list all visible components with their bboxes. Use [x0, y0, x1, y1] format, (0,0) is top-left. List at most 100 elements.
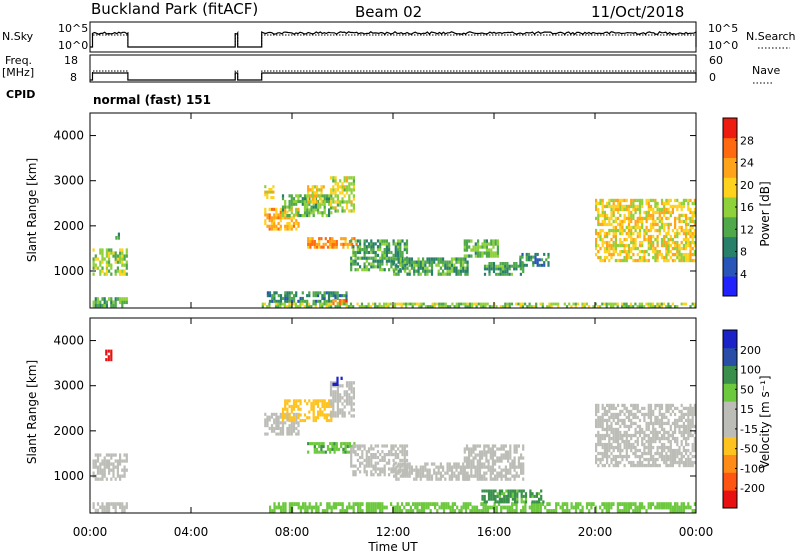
echo-cell [345, 200, 349, 204]
echo-cell [336, 390, 339, 394]
echo-cell [348, 185, 351, 189]
echo-cell [343, 414, 346, 418]
echo-cell [277, 432, 280, 436]
echo-cell [420, 502, 423, 506]
echo-cell [379, 248, 382, 252]
echo-cell [401, 509, 404, 513]
echo-cell [121, 297, 124, 301]
echo-cell [288, 224, 291, 228]
echo-cell [436, 502, 439, 506]
echo-cell [372, 242, 375, 246]
echo-cell [268, 187, 271, 191]
echo-cell [332, 408, 335, 412]
echo-cell [513, 509, 516, 513]
echo-cell [612, 463, 615, 468]
echo-cell [295, 202, 298, 206]
echo-cell [649, 463, 653, 468]
echo-cell [455, 474, 458, 478]
echo-cell [483, 447, 486, 451]
echo-cell [478, 462, 482, 466]
echo-cell [325, 299, 328, 303]
echo-cell [388, 248, 391, 252]
echo-cell [302, 502, 305, 506]
echo-cell [606, 249, 609, 254]
echo-cell [687, 409, 690, 414]
echo-cell [332, 502, 335, 506]
echo-cell [304, 502, 307, 506]
echo-cell [693, 240, 696, 245]
echo-cell [483, 264, 487, 268]
echo-cell [311, 200, 314, 204]
echo-cell [348, 502, 351, 506]
echo-cell [623, 412, 626, 417]
echo-cell [539, 502, 542, 506]
echo-cell [597, 415, 600, 420]
echo-cell [336, 414, 339, 418]
echo-cell [693, 219, 696, 224]
echo-cell [667, 231, 670, 236]
echo-cell [665, 231, 668, 236]
echo-cell [365, 259, 368, 263]
echo-cell [105, 358, 108, 362]
echo-cell [608, 198, 611, 203]
echo-cell [689, 427, 692, 432]
echo-cell [94, 465, 97, 469]
echo-cell [422, 257, 425, 261]
echo-cell [105, 349, 108, 353]
echo-cell [408, 474, 411, 478]
echo-cell [652, 222, 655, 227]
echo-cell [304, 509, 307, 513]
echo-cell [645, 258, 648, 263]
echo-cell [121, 468, 124, 472]
echo-cell [494, 254, 497, 258]
echo-cell [114, 453, 117, 457]
echo-cell [99, 462, 102, 466]
echo-cell [307, 185, 310, 189]
echo-cell [394, 253, 397, 257]
echo-cell [678, 427, 681, 432]
echo-cell [652, 255, 655, 260]
echo-cell [499, 305, 502, 308]
echo-cell [314, 294, 317, 298]
echo-cell [658, 213, 661, 218]
echo-cell [303, 197, 307, 201]
echo-cell [313, 442, 316, 446]
echo-cell [322, 445, 325, 449]
echo-cell [685, 460, 688, 465]
echo-cell [301, 299, 304, 303]
echo-cell [299, 509, 302, 513]
echo-cell [658, 430, 661, 435]
echo-cell [669, 255, 672, 260]
echo-cell [286, 418, 289, 422]
echo-cell [354, 268, 357, 272]
echo-cell [606, 412, 609, 417]
colorbar-tick-label: -200 [740, 482, 765, 495]
echo-cell [603, 433, 606, 438]
echo-cell [453, 263, 456, 267]
echo-cell [112, 465, 115, 469]
echo-cell [462, 465, 465, 469]
echo-cell [502, 305, 505, 308]
echo-cell [101, 257, 104, 261]
echo-cell [497, 502, 501, 506]
echo-cell [365, 470, 368, 474]
echo-cell [638, 427, 642, 432]
echo-cell [676, 448, 679, 453]
echo-cell [487, 462, 490, 466]
echo-cell [114, 505, 117, 510]
y-tick-label: 2000 [53, 424, 84, 438]
echo-cell [339, 191, 342, 195]
echo-cell [625, 207, 628, 212]
echo-cell [392, 458, 395, 462]
echo-cell [446, 305, 450, 308]
echo-cell [636, 246, 639, 251]
echo-cell [317, 413, 320, 417]
echo-cell [348, 240, 352, 244]
echo-cell [306, 194, 309, 198]
echo-cell [273, 207, 276, 211]
echo-cell [270, 190, 273, 194]
echo-cell [524, 509, 527, 513]
echo-cell [399, 263, 402, 267]
echo-cell [597, 463, 600, 468]
